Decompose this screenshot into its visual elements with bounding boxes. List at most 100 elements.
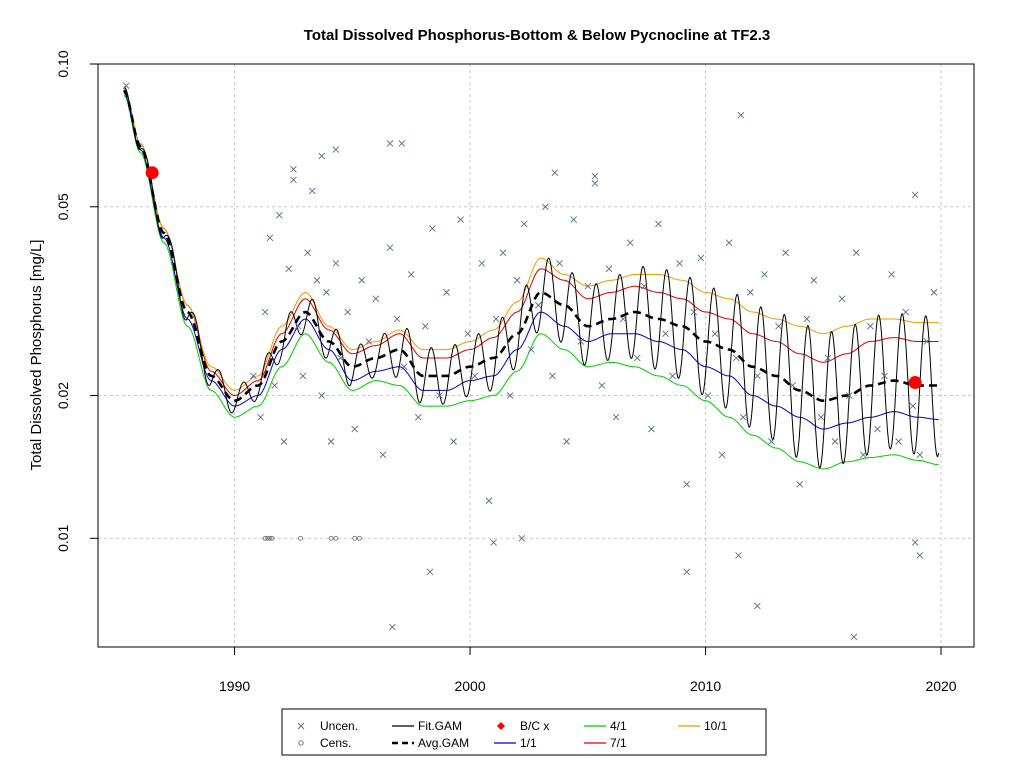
censored-point	[352, 535, 358, 541]
censored-point	[356, 535, 362, 541]
uncensored-point-stroke	[895, 438, 902, 445]
legend-label: Uncen.	[320, 719, 358, 733]
uncensored-point-stroke	[372, 295, 380, 303]
uncensored-point	[867, 322, 874, 330]
uncensored-point	[318, 152, 326, 160]
uncensored-point	[492, 315, 500, 323]
uncensored-point-stroke	[400, 363, 408, 371]
uncensored-point-stroke	[429, 225, 436, 232]
uncensored-point-stroke	[393, 315, 401, 323]
uncensored-point	[775, 322, 782, 330]
uncensored-point-stroke	[518, 534, 526, 542]
censored-point	[333, 535, 339, 541]
uncensored-point	[683, 568, 691, 576]
uncensored-point	[860, 451, 867, 459]
legend-label: 1/1	[520, 736, 537, 750]
uncensored-point	[414, 413, 422, 421]
uncensored-point	[711, 330, 719, 338]
uncensored-point	[850, 633, 858, 641]
uncensored-point	[351, 425, 358, 433]
uncensored-point-stroke	[732, 354, 740, 362]
uncensored-point-stroke	[683, 480, 691, 488]
uncensored-point	[570, 216, 577, 223]
uncensored-point-stroke	[605, 265, 613, 273]
y-tick-label: 0.01	[55, 524, 71, 551]
uncensored-point	[313, 276, 321, 284]
uncensored-point-stroke	[789, 382, 796, 389]
uncensored-point-stroke	[323, 289, 330, 296]
uncensored-point	[916, 451, 924, 459]
uncensored-point	[782, 249, 789, 257]
uncensored-point	[122, 82, 130, 90]
uncensored-point	[810, 276, 818, 284]
uncensored-point	[365, 338, 373, 345]
uncensored-point-stroke	[902, 308, 910, 316]
uncensored-point	[676, 259, 683, 267]
uncensored-point-stroke	[810, 276, 818, 284]
uncensored-point	[344, 308, 351, 316]
uncensored-point	[662, 330, 669, 338]
uncensored-point	[304, 249, 311, 257]
uncensored-point-stroke	[775, 322, 782, 330]
x-tick-label: 2000	[454, 678, 485, 694]
uncensored-point	[655, 220, 662, 228]
uncensored-point-stroke	[542, 203, 549, 211]
uncensored-point-stroke	[911, 539, 919, 546]
uncensored-point-stroke	[824, 354, 832, 362]
uncensored-point-stroke	[426, 568, 434, 576]
uncensored-point-stroke	[761, 271, 768, 278]
uncensored-point	[386, 140, 394, 147]
uncensored-point	[535, 301, 542, 309]
uncensored-point	[426, 568, 434, 576]
uncensored-point-stroke	[414, 413, 422, 421]
uncensored-point	[443, 289, 450, 296]
uncensored-point	[464, 330, 472, 338]
legend-label: 4/1	[610, 719, 627, 733]
uncensored-point	[332, 259, 340, 267]
uncensored-point	[697, 254, 705, 262]
y-tick-label: 0.05	[55, 193, 71, 220]
bc-point	[908, 376, 922, 390]
uncensored-point-stroke	[737, 111, 745, 119]
uncensored-point-stroke	[796, 480, 804, 488]
uncensored-point-stroke	[332, 259, 340, 267]
uncensored-point	[768, 438, 775, 445]
uncensored-point	[372, 295, 380, 303]
uncensored-point-stroke	[471, 372, 479, 380]
uncensored-point-stroke	[386, 244, 394, 251]
uncensored-point-stroke	[669, 372, 676, 380]
legend: Uncen. Cens. Fit.GAM Avg.GAM B/C x 1/1 4/1 7/1 1…	[281, 708, 767, 756]
uncensored-point-stroke	[304, 249, 311, 257]
uncensored-point-stroke	[551, 169, 559, 177]
uncensored-point	[754, 372, 761, 380]
uncensored-point-stroke	[591, 180, 599, 187]
uncensored-point-stroke	[598, 382, 606, 389]
uncensored-point-stroke	[122, 82, 130, 90]
uncensored-point	[824, 354, 832, 362]
uncensored-point-stroke	[683, 568, 691, 576]
uncensored-point	[471, 372, 479, 380]
uncensored-point-stroke	[697, 254, 705, 262]
uncensored-point	[735, 552, 742, 559]
uncensored-point-stroke	[739, 413, 747, 421]
uncensored-point-stroke	[612, 413, 620, 421]
uncensored-point-stroke	[845, 392, 853, 399]
uncensored-point	[704, 392, 712, 399]
uncensored-point	[909, 402, 917, 410]
uncensored-point-stroke	[676, 259, 683, 267]
uncensored-point	[584, 282, 592, 290]
uncensored-point-stroke	[443, 289, 450, 296]
uncensored-point-stroke	[852, 249, 860, 257]
uncensored-point	[563, 438, 570, 445]
uncensored-point-stroke	[313, 276, 321, 284]
uncensored-point	[683, 480, 691, 488]
censored-point	[262, 535, 268, 541]
uncensored-point	[761, 271, 768, 278]
uncensored-point-stroke	[860, 451, 867, 459]
uncensored-point-stroke	[457, 216, 464, 223]
uncensored-point-stroke	[407, 271, 415, 278]
uncensored-point-stroke	[506, 392, 514, 399]
uncensored-point	[923, 338, 931, 345]
uncensored-point-stroke	[754, 372, 761, 380]
uncensored-point	[266, 234, 274, 242]
